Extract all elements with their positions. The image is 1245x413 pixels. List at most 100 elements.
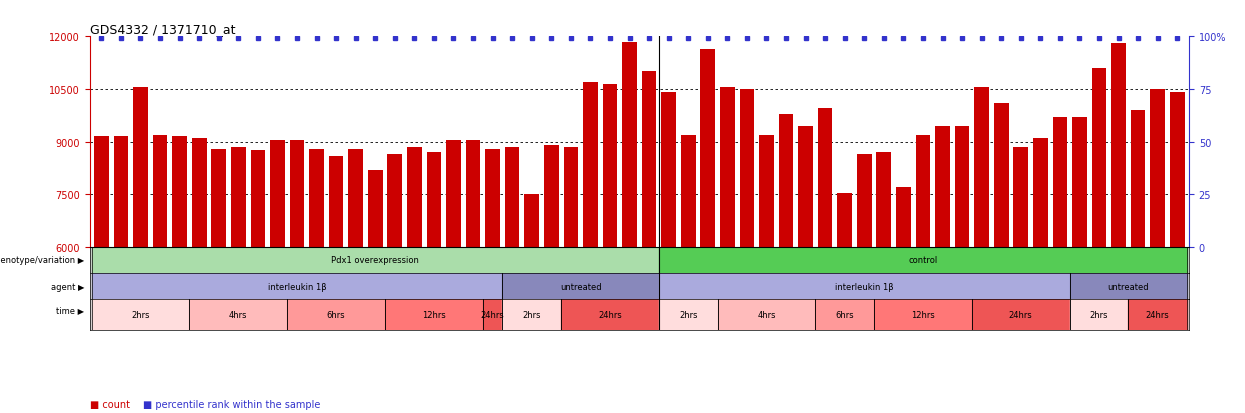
Bar xyxy=(385,299,483,330)
Bar xyxy=(1112,44,1125,247)
Bar xyxy=(603,84,618,247)
Text: 6hrs: 6hrs xyxy=(326,311,345,319)
Bar xyxy=(972,299,1069,330)
Bar xyxy=(876,153,891,247)
Bar xyxy=(659,273,1069,299)
Bar xyxy=(270,140,285,247)
Bar xyxy=(583,83,598,247)
Bar xyxy=(92,247,659,273)
Text: 12hrs: 12hrs xyxy=(422,311,446,319)
Bar xyxy=(290,140,304,247)
Bar xyxy=(798,126,813,247)
Bar xyxy=(935,126,950,247)
Bar xyxy=(1128,299,1186,330)
Bar xyxy=(504,147,519,247)
Bar xyxy=(1069,273,1186,299)
Bar xyxy=(524,195,539,247)
Bar xyxy=(896,188,911,247)
Bar xyxy=(661,93,676,247)
Bar xyxy=(250,151,265,247)
Bar xyxy=(681,135,696,247)
Text: GDS4332 / 1371710_at: GDS4332 / 1371710_at xyxy=(90,23,235,36)
Text: interleukin 1β: interleukin 1β xyxy=(268,282,326,291)
Bar xyxy=(915,135,930,247)
Text: 4hrs: 4hrs xyxy=(229,311,248,319)
Text: ■ percentile rank within the sample: ■ percentile rank within the sample xyxy=(143,399,320,409)
Bar xyxy=(659,299,717,330)
Bar xyxy=(1052,118,1067,247)
Bar xyxy=(503,299,561,330)
Text: 2hrs: 2hrs xyxy=(679,311,697,319)
Bar xyxy=(874,299,972,330)
Bar xyxy=(1069,299,1128,330)
Text: genotype/variation ▶: genotype/variation ▶ xyxy=(0,256,85,265)
Text: ■ count: ■ count xyxy=(90,399,129,409)
Bar xyxy=(288,299,385,330)
Bar xyxy=(955,126,970,247)
Bar xyxy=(189,299,288,330)
Text: 2hrs: 2hrs xyxy=(1089,311,1108,319)
Bar xyxy=(503,273,659,299)
Text: untreated: untreated xyxy=(560,282,601,291)
Bar xyxy=(407,147,422,247)
Bar xyxy=(446,140,461,247)
Bar xyxy=(192,139,207,247)
Bar xyxy=(113,137,128,247)
Text: 24hrs: 24hrs xyxy=(481,311,504,319)
Bar xyxy=(759,135,774,247)
Bar xyxy=(92,299,189,330)
Bar xyxy=(133,88,148,247)
Bar xyxy=(1033,139,1047,247)
Bar xyxy=(622,43,637,247)
Bar xyxy=(1013,147,1028,247)
Bar xyxy=(994,104,1008,247)
Bar xyxy=(466,140,481,247)
Text: 2hrs: 2hrs xyxy=(131,311,149,319)
Bar xyxy=(172,137,187,247)
Text: control: control xyxy=(909,256,937,265)
Bar xyxy=(95,137,108,247)
Bar xyxy=(1072,118,1087,247)
Bar xyxy=(349,149,364,247)
Text: 24hrs: 24hrs xyxy=(1008,311,1032,319)
Bar xyxy=(1150,90,1165,247)
Bar xyxy=(427,153,441,247)
Bar xyxy=(1092,69,1107,247)
Bar xyxy=(717,299,815,330)
Text: 24hrs: 24hrs xyxy=(1145,311,1169,319)
Bar xyxy=(838,193,852,247)
Text: 2hrs: 2hrs xyxy=(523,311,542,319)
Bar xyxy=(1170,93,1184,247)
Bar xyxy=(1130,111,1145,247)
Bar xyxy=(153,135,167,247)
Bar xyxy=(232,147,245,247)
Text: 12hrs: 12hrs xyxy=(911,311,935,319)
Bar xyxy=(720,88,735,247)
Bar xyxy=(544,146,559,247)
Bar xyxy=(740,90,754,247)
Bar xyxy=(857,154,872,247)
Text: 6hrs: 6hrs xyxy=(835,311,854,319)
Text: time ▶: time ▶ xyxy=(56,306,85,315)
Bar xyxy=(309,149,324,247)
Bar xyxy=(387,154,402,247)
Bar xyxy=(561,299,659,330)
Bar xyxy=(701,50,715,247)
Bar xyxy=(818,109,833,247)
Bar xyxy=(975,88,989,247)
Bar xyxy=(486,149,500,247)
Bar xyxy=(659,247,1186,273)
Bar xyxy=(212,149,227,247)
Bar xyxy=(483,299,503,330)
Bar xyxy=(815,299,874,330)
Text: 4hrs: 4hrs xyxy=(757,311,776,319)
Text: interleukin 1β: interleukin 1β xyxy=(835,282,894,291)
Bar xyxy=(778,114,793,247)
Bar xyxy=(641,72,656,247)
Text: agent ▶: agent ▶ xyxy=(51,282,85,291)
Bar xyxy=(367,170,382,247)
Bar xyxy=(329,156,344,247)
Text: 24hrs: 24hrs xyxy=(598,311,621,319)
Bar xyxy=(92,273,503,299)
Text: untreated: untreated xyxy=(1108,282,1149,291)
